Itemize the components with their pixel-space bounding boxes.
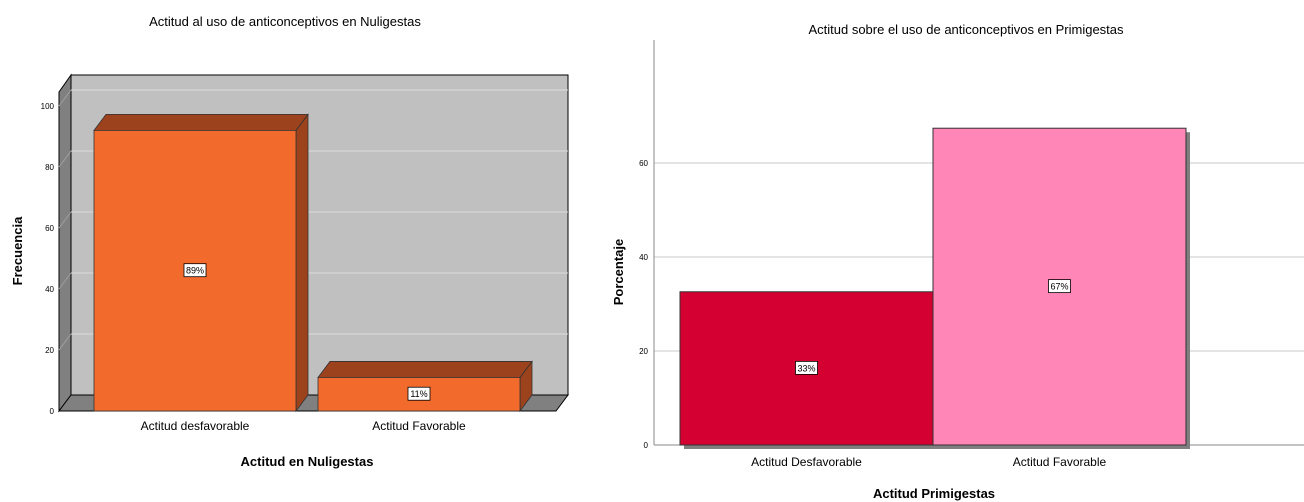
x-axis-title: Actitud en Nuligestas	[241, 454, 374, 469]
data-label: 67%	[1050, 282, 1068, 292]
gridline-side	[58, 211, 72, 229]
y-tick-labels: 0 20 40 60 80 100	[41, 102, 55, 416]
x-tick-label: Actitud desfavorable	[141, 419, 250, 433]
bar-top	[317, 361, 533, 378]
gridline-side	[58, 150, 72, 168]
chart-title: Actitud sobre el uso de anticonceptivos …	[808, 22, 1124, 37]
chart-primigestas: Actitud sobre el uso de anticonceptivos …	[611, 22, 1304, 501]
chart-nuligestas: Actitud al uso de anticonceptivos en Nul…	[10, 14, 569, 469]
chart-title: Actitud al uso de anticonceptivos en Nul…	[149, 14, 421, 29]
bar-side	[295, 113, 309, 413]
bar-top	[93, 114, 309, 131]
y-tick-label: 20	[639, 347, 648, 356]
y-tick-label: 100	[41, 102, 55, 111]
data-label: 89%	[186, 266, 204, 276]
data-label: 33%	[797, 363, 815, 373]
x-tick-label: Actitud Favorable	[372, 419, 466, 433]
x-tick-label: Actitud Favorable	[1013, 455, 1107, 469]
x-axis-title: Actitud Primigestas	[873, 486, 995, 501]
bar	[93, 129, 297, 412]
category-labels: Actitud Desfavorable Actitud Favorable	[751, 455, 1106, 469]
y-axis-title: Frecuencia	[10, 216, 25, 285]
y-tick-label: 0	[50, 407, 55, 416]
y-tick-label: 20	[45, 346, 54, 355]
y-tick-label: 40	[639, 253, 648, 262]
gridline-side	[58, 272, 72, 290]
bars: 33% 67%	[679, 127, 1190, 449]
data-label: 11%	[410, 389, 427, 399]
y-tick-label: 60	[639, 159, 648, 168]
data-label-box	[183, 263, 207, 278]
y-tick-labels: 0 20 40 60	[639, 159, 648, 450]
y-axis-title: Porcentaje	[611, 239, 626, 305]
data-label-box	[407, 386, 431, 401]
y-tick-label: 60	[45, 224, 54, 233]
category-labels: Actitud desfavorable Actitud Favorable	[141, 419, 466, 433]
y-tick-label: 0	[644, 441, 649, 450]
data-label-box	[795, 360, 818, 375]
gridline-side	[58, 89, 72, 107]
data-label-box	[1048, 279, 1071, 294]
gridline-side	[58, 333, 72, 351]
y-tick-label: 40	[45, 285, 54, 294]
plot-side-wall	[58, 73, 72, 413]
x-tick-label: Actitud Desfavorable	[751, 455, 862, 469]
bars: 89% 11%	[93, 113, 533, 413]
y-tick-label: 80	[45, 163, 54, 172]
